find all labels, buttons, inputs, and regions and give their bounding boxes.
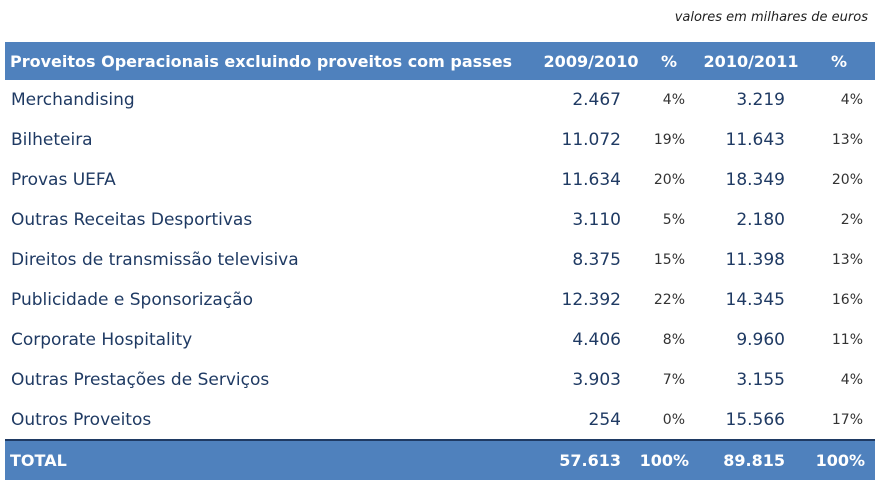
header-year-2009-2010: 2009/2010 [543,51,639,71]
row-label: Merchandising [11,90,135,110]
row-pct-2010-2011: 20% [831,172,863,188]
row-value-2010-2011: 9.960 [736,330,785,350]
row-value-2009-2010: 12.392 [561,290,621,310]
header-label: Proveitos Operacionais excluindo proveit… [10,51,513,71]
table-row: Provas UEFA 11.634 20% 18.349 20% [5,160,875,200]
table-row: Merchandising 2.467 4% 3.219 4% [5,80,875,120]
row-label: Bilheteira [11,130,93,150]
table-row: Bilheteira 11.072 19% 11.643 13% [5,120,875,160]
row-value-2009-2010: 3.903 [572,370,621,390]
row-label: Outras Receitas Desportivas [11,210,253,230]
table-header-row: Proveitos Operacionais excluindo proveit… [5,42,875,80]
row-pct-2009-2010: 15% [653,252,685,268]
table-row: Outros Proveitos 254 0% 15.566 17% [5,400,875,440]
row-value-2009-2010: 2.467 [572,90,621,110]
total-pct-2009-2010: 100% [639,451,689,470]
row-pct-2010-2011: 11% [831,332,863,348]
row-label: Corporate Hospitality [11,330,193,350]
row-pct-2009-2010: 0% [662,411,685,428]
row-pct-2010-2011: 13% [831,132,863,148]
row-pct-2009-2010: 22% [653,292,685,308]
row-pct-2009-2010: 4% [662,92,685,108]
row-value-2010-2011: 3.155 [736,370,785,390]
row-pct-2009-2010: 8% [662,332,685,348]
total-label: TOTAL [10,451,67,470]
row-label: Outros Proveitos [11,409,152,430]
row-pct-2010-2011: 4% [840,92,863,108]
total-value-2010-2011: 89.815 [723,451,785,470]
row-pct-2009-2010: 19% [653,132,685,148]
table-row: Corporate Hospitality 4.406 8% 9.960 11% [5,320,875,360]
row-pct-2010-2011: 16% [831,292,863,308]
unit-note: valores em milhares de euros [674,10,868,25]
row-value-2009-2010: 8.375 [572,250,621,270]
table-row: Direitos de transmissão televisiva 8.375 1… [5,240,875,280]
row-pct-2009-2010: 20% [653,172,685,188]
row-pct-2009-2010: 7% [662,372,685,388]
row-value-2009-2010: 4.406 [572,330,621,350]
row-value-2010-2011: 14.345 [725,290,785,310]
row-value-2009-2010: 11.634 [561,170,621,190]
table-row: Outras Receitas Desportivas 3.110 5% 2.180 2… [5,200,875,240]
row-value-2009-2010: 3.110 [572,210,621,230]
operating-revenue-table: Proveitos Operacionais excluindo proveit… [5,42,875,480]
row-value-2010-2011: 15.566 [725,409,785,430]
row-value-2009-2010: 254 [588,409,621,430]
row-label: Publicidade e Sponsorização [11,290,253,310]
row-pct-2009-2010: 5% [662,212,685,228]
table-row: Publicidade e Sponsorização 12.392 22% 14.3… [5,280,875,320]
header-pct-2009-2010: % [660,51,678,71]
row-pct-2010-2011: 13% [831,252,863,268]
row-value-2010-2011: 11.643 [725,130,785,150]
row-value-2010-2011: 2.180 [736,210,785,230]
row-value-2010-2011: 3.219 [736,90,785,110]
row-label: Direitos de transmissão televisiva [11,250,299,270]
row-label: Outras Prestações de Serviços [11,370,270,390]
total-row: TOTAL 57.613 100% 89.815 100% [5,440,875,480]
total-pct-2010-2011: 100% [815,451,865,470]
row-value-2010-2011: 18.349 [725,170,785,190]
header-year-2010-2011: 2010/2011 [703,51,799,71]
row-pct-2010-2011: 2% [840,212,863,228]
row-value-2009-2010: 11.072 [561,130,621,150]
header-pct-2010-2011: % [830,51,848,71]
row-pct-2010-2011: 4% [840,372,863,388]
table-row: Outras Prestações de Serviços 3.903 7% 3.15… [5,360,875,400]
row-label: Provas UEFA [11,170,116,190]
table-body: Merchandising 2.467 4% 3.219 4% Bilheteira 11.… [5,80,875,440]
row-pct-2010-2011: 17% [831,411,863,428]
total-value-2009-2010: 57.613 [559,451,621,470]
row-value-2010-2011: 11.398 [725,250,785,270]
